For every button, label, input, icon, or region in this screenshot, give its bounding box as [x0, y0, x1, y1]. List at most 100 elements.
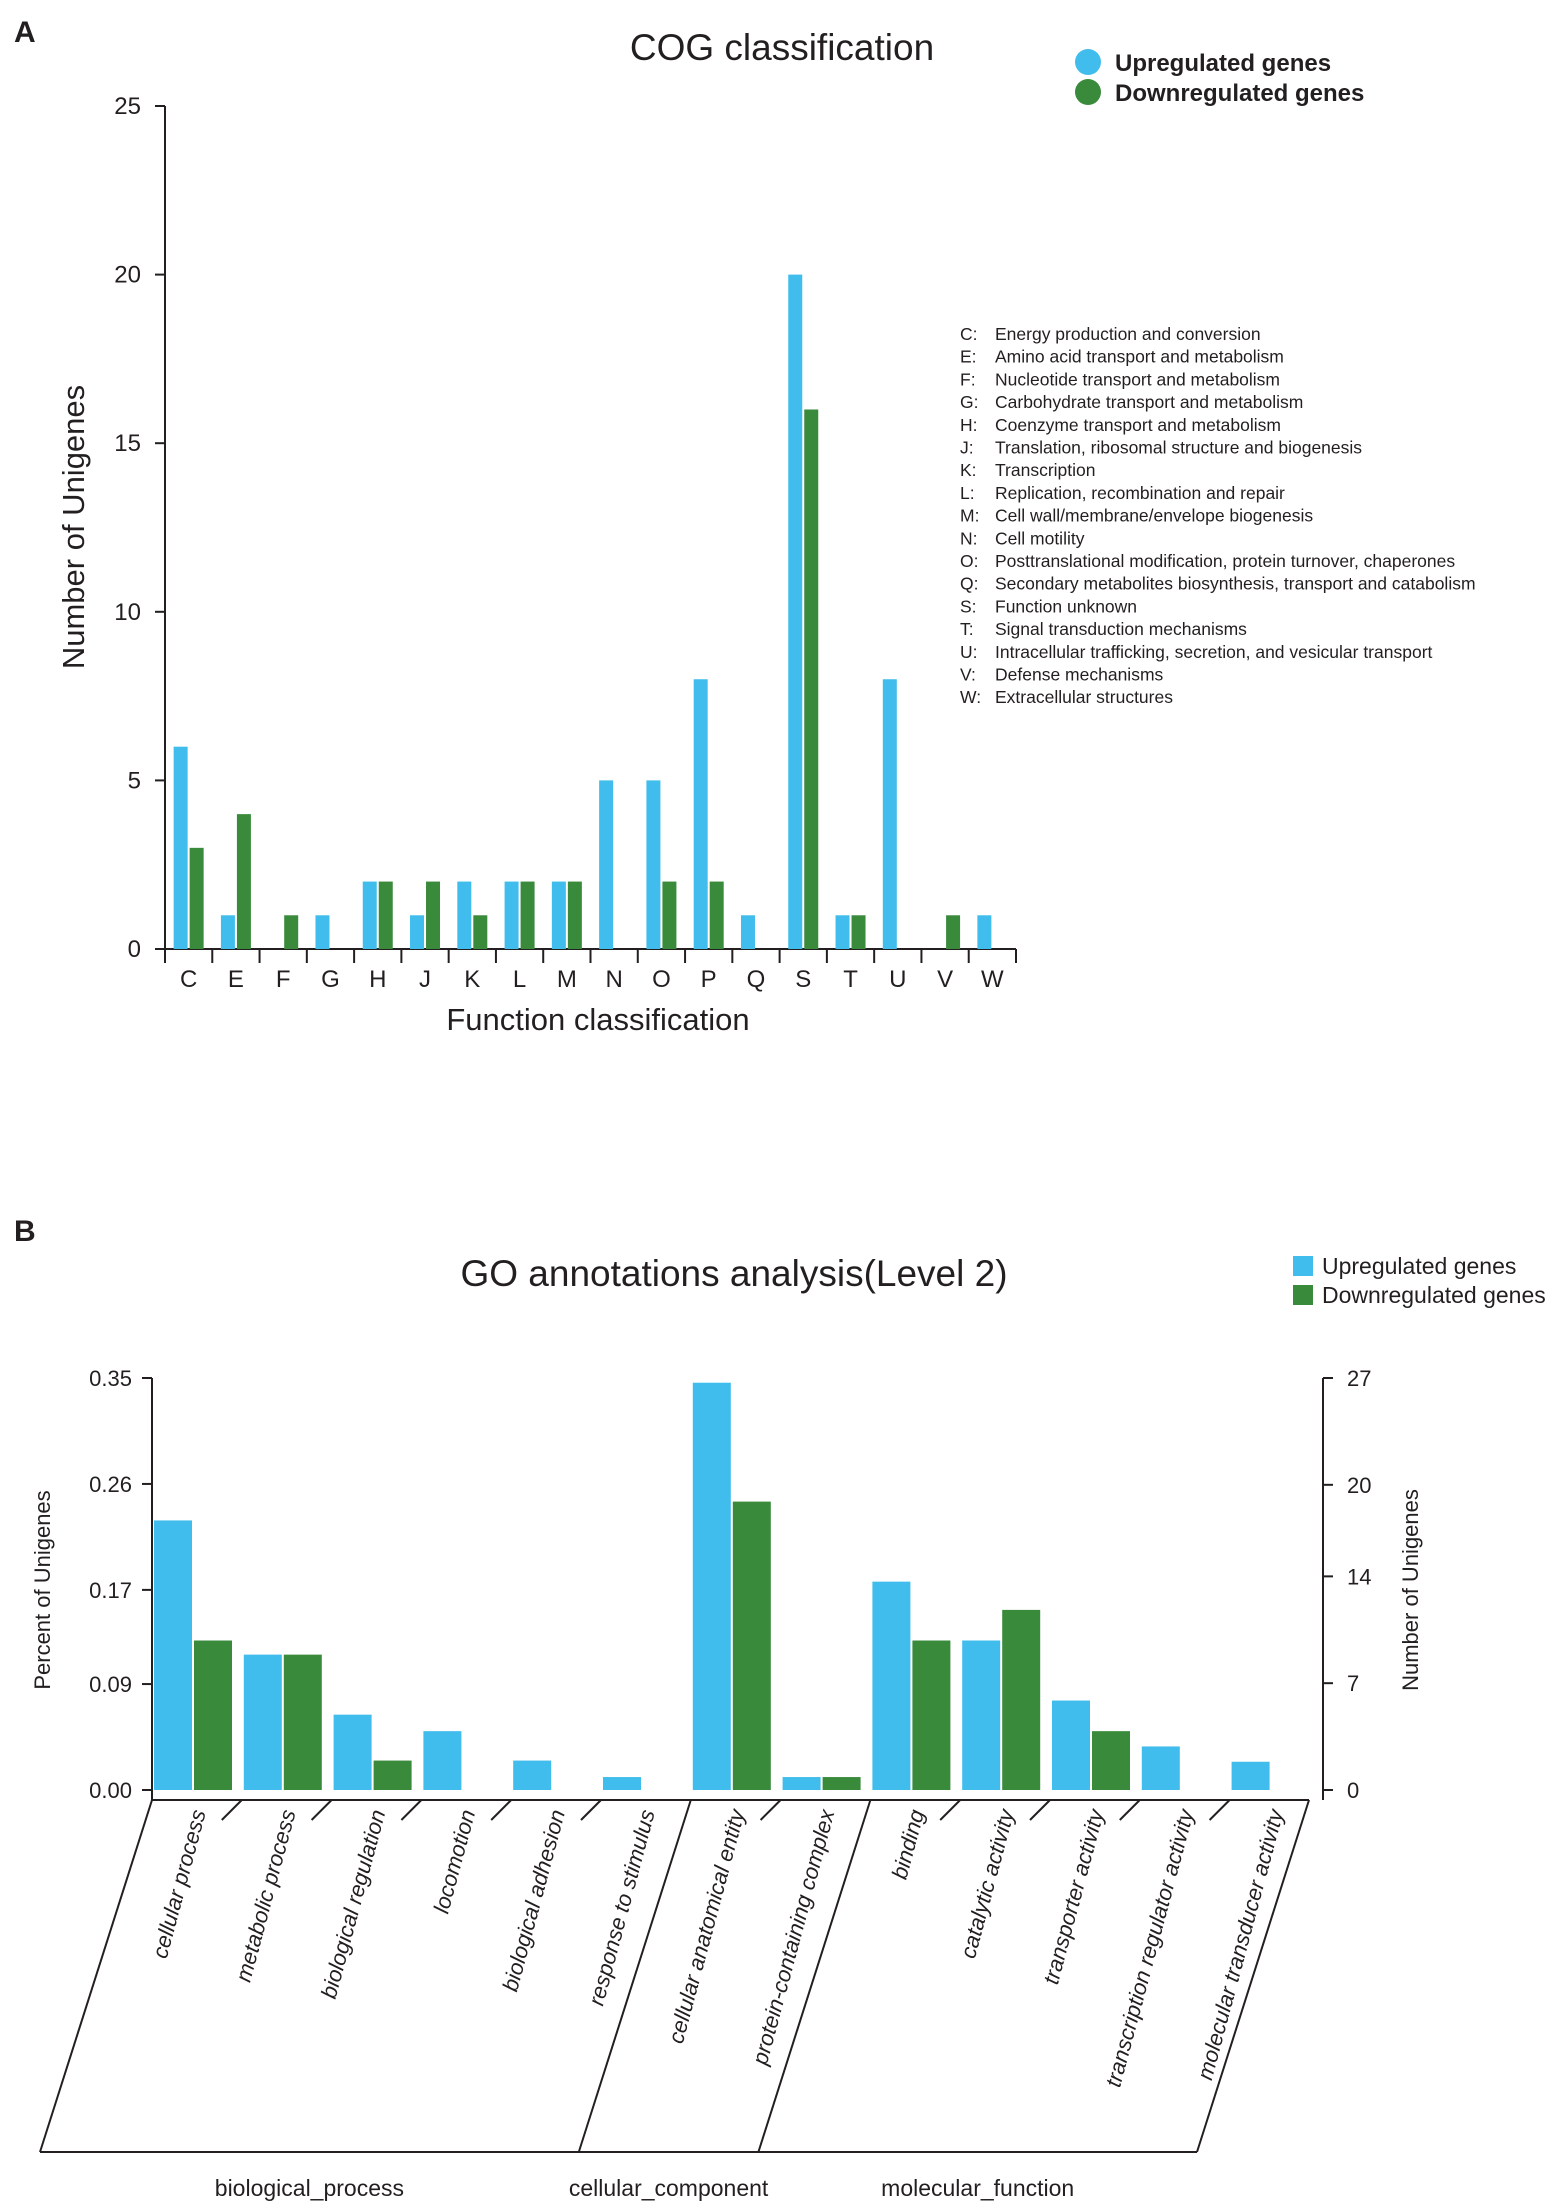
go-category-label: transporter activity [1038, 1805, 1109, 1987]
cog-x-tick-label: V [937, 966, 953, 993]
cog-x-tick-label: Q [747, 966, 766, 993]
cog-x-tick-label: E [228, 966, 244, 993]
go-frame-tick [1119, 1799, 1141, 1821]
cog-legend: Upregulated genes Downregulated genes [1075, 49, 1364, 107]
go-legend-up-label: Upregulated genes [1322, 1253, 1516, 1279]
go-category-label: locomotion [429, 1807, 481, 1916]
go-category-label: biological regulation [316, 1807, 390, 2001]
go-bar-up [333, 1714, 372, 1790]
cog-desc-text: Replication, recombination and repair [995, 483, 1285, 503]
go-group-label: biological_process [215, 2175, 404, 2201]
go-y-tick-label: 0.26 [89, 1472, 132, 1497]
cog-bars [173, 274, 992, 950]
cog-bar-up-U [882, 679, 897, 949]
go-frame-tick [400, 1799, 423, 1821]
go-bar-down [1092, 1731, 1130, 1790]
cog-bar-down-J [426, 881, 441, 949]
go-group-label: molecular_function [881, 2175, 1074, 2201]
go-bar-up [872, 1581, 911, 1790]
go-category-label: binding [887, 1806, 930, 1882]
go-frame-group-divider [39, 1799, 153, 2153]
cog-x-tick-label: S [795, 966, 811, 993]
cog-bar-up-K [457, 881, 472, 949]
cog-bar-up-S [788, 274, 803, 950]
panel-a: A COG classification Upregulated genes D… [14, 16, 1476, 1037]
cog-desc-text: Cell motility [995, 528, 1085, 548]
cog-desc-code: M: [960, 506, 979, 526]
go-category-label: catalytic activity [955, 1805, 1019, 1961]
cog-desc-text: Intracellular trafficking, secretion, an… [995, 642, 1433, 662]
cog-bar-up-H [362, 881, 377, 949]
go-y-tick-label: 0.00 [89, 1778, 132, 1803]
go-frame-tick [759, 1799, 782, 1821]
go-bar-down [1002, 1609, 1041, 1790]
go-frame-tick [580, 1799, 602, 1821]
go-frame-tick [1029, 1799, 1051, 1821]
cog-bar-down-H [378, 881, 393, 949]
cog-desc-text: Signal transduction mechanisms [995, 619, 1247, 639]
go-bar-up [423, 1731, 462, 1790]
go-y2-tick-label: 7 [1347, 1671, 1359, 1696]
cog-desc-code: K: [960, 460, 977, 480]
cog-bar-down-C [189, 847, 204, 949]
cog-bar-down-O [662, 881, 677, 949]
go-legend: Upregulated genes Downregulated genes [1293, 1253, 1546, 1308]
go-group-label: cellular_component [569, 2175, 769, 2201]
go-bar-down [373, 1760, 412, 1790]
cog-x-tick-label: G [321, 966, 340, 993]
cog-bar-up-Q [740, 915, 755, 949]
cog-desc-text: Defense mechanisms [995, 665, 1164, 685]
go-y-tick-label: 0.35 [89, 1366, 132, 1391]
go-bar-up [1141, 1746, 1180, 1790]
go-bar-up [243, 1654, 282, 1790]
cog-y-ticks: 0 5 10 15 20 25 [114, 93, 165, 963]
go-category-label: biological adhesion [497, 1807, 570, 1994]
go-category-label: molecular transducer activity [1192, 1805, 1289, 2083]
cog-title: COG classification [630, 27, 934, 68]
go-frame-tick [490, 1799, 512, 1821]
cog-bar-up-G [315, 915, 330, 949]
cog-desc-text: Transcription [995, 460, 1096, 480]
go-legend-down-label: Downregulated genes [1322, 1282, 1546, 1308]
cog-legend-down-label: Downregulated genes [1115, 80, 1364, 107]
go-y2-axis-title: Number of Unigenes [1398, 1489, 1423, 1691]
go-frame-tick [1208, 1799, 1231, 1821]
cog-desc-text: Translation, ribosomal structure and bio… [995, 438, 1362, 458]
cog-desc-text: Nucleotide transport and metabolism [995, 369, 1280, 389]
cog-desc-text: Extracellular structures [995, 687, 1173, 707]
cog-x-tick-label: M [557, 966, 577, 993]
cog-desc-code: F: [960, 369, 976, 389]
go-category-label: transcription regulator activity [1100, 1805, 1199, 2090]
go-bar-up [154, 1520, 192, 1790]
cog-x-tick-label: T [843, 966, 858, 993]
go-y2-tick-label: 27 [1347, 1366, 1371, 1391]
cog-x-tick-label: N [605, 966, 622, 993]
go-frame-tick [310, 1799, 333, 1821]
cog-desc-code: H: [960, 415, 978, 435]
cog-bar-down-V [946, 915, 961, 949]
go-frame-group-divider [577, 1799, 692, 2153]
cog-desc-code: C: [960, 324, 978, 344]
cog-bar-down-M [567, 881, 582, 949]
go-group-labels: biological_process cellular_component mole… [215, 2175, 1074, 2201]
go-bars [154, 1382, 1270, 1790]
cog-bar-up-E [220, 915, 235, 949]
go-bar-up [603, 1777, 641, 1790]
go-bar-down [822, 1777, 861, 1790]
go-y2-tick-label: 20 [1347, 1473, 1371, 1498]
go-y-axis-title: Percent of Unigenes [30, 1490, 55, 1689]
cog-y-tick-label: 0 [128, 936, 141, 963]
go-category-frame [39, 1799, 1310, 2153]
cog-bar-down-P [709, 881, 724, 949]
cog-desc-code: W: [960, 687, 981, 707]
go-frame-tick [221, 1799, 243, 1821]
cog-desc-text: Coenzyme transport and metabolism [995, 415, 1281, 435]
panel-b-letter: B [14, 1215, 36, 1248]
cog-x-tick-label: O [652, 966, 671, 993]
cog-bar-up-J [410, 915, 425, 949]
cog-x-tick-label: C [180, 966, 197, 993]
go-bar-up [1052, 1700, 1090, 1790]
cog-desc-code: O: [960, 551, 978, 571]
go-category-label: cellular process [147, 1807, 211, 1961]
